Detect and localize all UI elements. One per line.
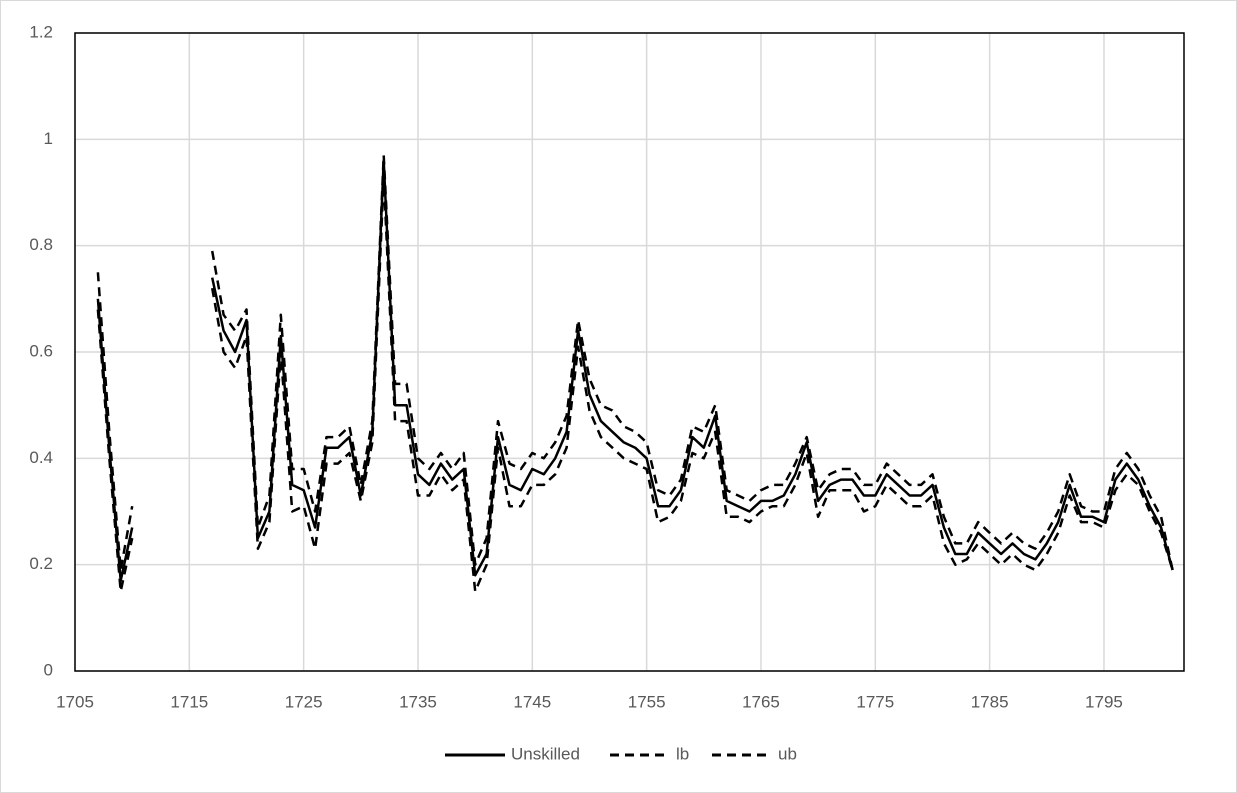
y-tick-label: 0 [44,660,53,679]
series-line [96,154,1174,572]
x-tick-label: 1745 [513,692,551,711]
legend-label: ub [778,744,797,763]
y-tick-label: 0.8 [29,235,53,254]
y-tick-label: 1.2 [29,22,53,41]
plot-frame [74,32,1185,672]
y-tick-label: 0.2 [29,554,53,573]
x-tick-label: 1795 [1085,692,1123,711]
x-tick-label: 1725 [285,692,323,711]
legend-label: Unskilled [511,744,580,763]
legend-label: lb [676,744,689,763]
y-tick-label: 1 [44,129,53,148]
x-tick-label: 1765 [742,692,780,711]
y-tick-label: 0.4 [29,448,53,467]
x-tick-label: 1705 [56,692,94,711]
x-tick-label: 1755 [628,692,666,711]
series-line [96,175,1174,593]
x-tick-label: 1735 [399,692,437,711]
x-tick-label: 1775 [856,692,894,711]
y-tick-label: 0.6 [29,341,53,360]
x-tick-label: 1785 [971,692,1009,711]
x-tick-label: 1715 [170,692,208,711]
